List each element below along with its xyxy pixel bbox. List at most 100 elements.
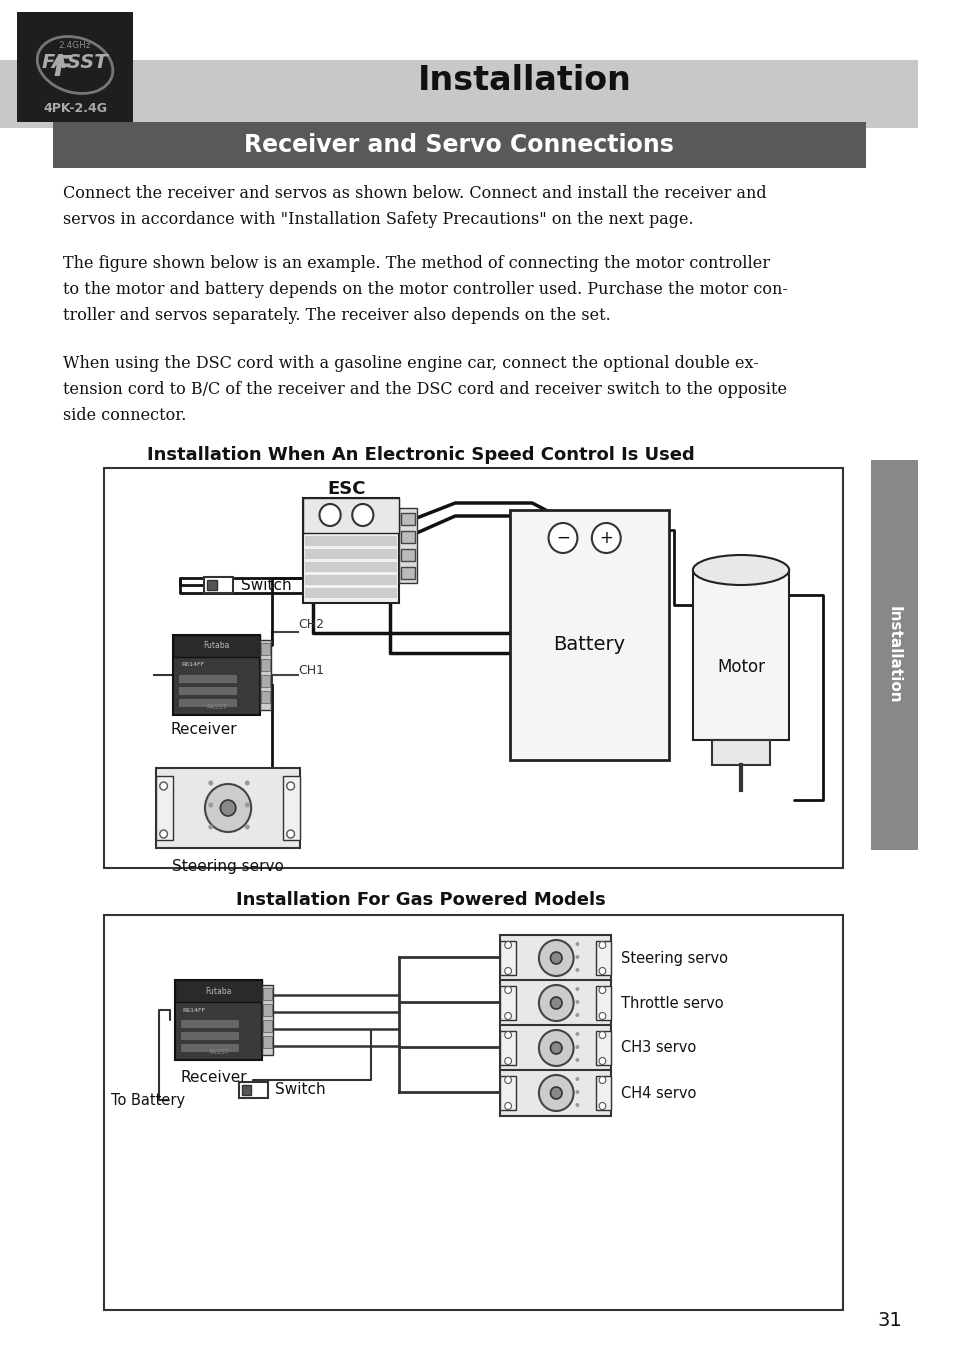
Circle shape: [575, 942, 578, 946]
Circle shape: [208, 780, 213, 786]
Circle shape: [575, 1033, 578, 1037]
Circle shape: [575, 1045, 578, 1049]
Bar: [155, 768, 300, 848]
Bar: [305, 588, 397, 599]
Bar: [283, 776, 300, 840]
Circle shape: [598, 1077, 605, 1084]
Text: When using the DSC cord with a gasoline engine car, connect the optional double : When using the DSC cord with a gasoline …: [63, 355, 785, 425]
Bar: [204, 577, 233, 593]
Bar: [870, 460, 917, 851]
Bar: [104, 915, 842, 1310]
Bar: [500, 1070, 611, 1116]
Bar: [179, 687, 236, 696]
Text: Connect the receiver and servos as shown below. Connect and install the receiver: Connect the receiver and servos as shown…: [63, 185, 765, 228]
Bar: [155, 776, 173, 840]
Text: 31: 31: [877, 1310, 902, 1329]
Text: Receiver and Servo Connections: Receiver and Servo Connections: [244, 133, 673, 156]
Circle shape: [287, 830, 294, 838]
Bar: [500, 1024, 611, 1072]
Circle shape: [504, 1012, 511, 1019]
Text: Battery: Battery: [553, 635, 624, 655]
Circle shape: [245, 780, 250, 786]
Bar: [260, 675, 270, 687]
Bar: [260, 643, 270, 655]
Circle shape: [575, 1103, 578, 1107]
Circle shape: [575, 1091, 578, 1095]
Bar: [399, 508, 416, 582]
Text: FASST: FASST: [42, 53, 109, 71]
Ellipse shape: [692, 555, 788, 585]
Text: The figure shown below is an example. The method of connecting the motor control: The figure shown below is an example. Th…: [63, 255, 786, 325]
Text: CH3 servo: CH3 servo: [620, 1041, 696, 1055]
Bar: [241, 1085, 251, 1095]
Circle shape: [550, 1086, 561, 1099]
Bar: [238, 1082, 267, 1099]
Circle shape: [208, 825, 213, 829]
Bar: [260, 692, 270, 704]
Text: Throttle servo: Throttle servo: [620, 996, 722, 1011]
Text: Futaba: Futaba: [203, 642, 230, 651]
Bar: [175, 980, 261, 1060]
Text: Receiver: Receiver: [171, 723, 236, 737]
Text: R614FF: R614FF: [183, 1007, 206, 1012]
Text: Switch: Switch: [275, 1082, 326, 1097]
Circle shape: [598, 987, 605, 993]
Text: Futaba: Futaba: [205, 987, 232, 996]
Bar: [262, 1004, 272, 1016]
Bar: [303, 497, 399, 532]
Bar: [692, 570, 788, 740]
Bar: [500, 985, 516, 1020]
Bar: [401, 514, 415, 524]
Circle shape: [245, 802, 250, 807]
Bar: [305, 562, 397, 572]
Circle shape: [504, 941, 511, 949]
Text: ESC: ESC: [327, 480, 365, 497]
Circle shape: [245, 825, 250, 829]
Circle shape: [504, 987, 511, 993]
Circle shape: [504, 1077, 511, 1084]
Text: CH4 servo: CH4 servo: [620, 1085, 696, 1100]
Bar: [401, 531, 415, 543]
Text: To Battery: To Battery: [111, 1092, 185, 1108]
Text: Installation For Gas Powered Models: Installation For Gas Powered Models: [235, 891, 605, 909]
Text: Installation: Installation: [885, 607, 901, 704]
Bar: [500, 1076, 516, 1109]
Circle shape: [598, 941, 605, 949]
Text: Receiver: Receiver: [180, 1070, 247, 1085]
Circle shape: [550, 998, 561, 1010]
Text: Installation: Installation: [417, 63, 631, 97]
Bar: [305, 576, 397, 585]
Circle shape: [550, 1042, 561, 1054]
Bar: [595, 941, 611, 975]
Circle shape: [538, 940, 573, 976]
Text: Installation When An Electronic Speed Control Is Used: Installation When An Electronic Speed Co…: [147, 446, 694, 464]
Circle shape: [575, 954, 578, 958]
Text: R614FF: R614FF: [181, 662, 204, 667]
Bar: [173, 635, 259, 656]
Bar: [303, 497, 399, 603]
Bar: [181, 1020, 238, 1029]
Circle shape: [538, 1030, 573, 1066]
Text: CH2: CH2: [298, 619, 324, 631]
Circle shape: [575, 1077, 578, 1081]
Circle shape: [550, 952, 561, 964]
Bar: [595, 985, 611, 1020]
Circle shape: [504, 1031, 511, 1038]
Bar: [0, 61, 917, 128]
Bar: [175, 980, 261, 1002]
Circle shape: [598, 1103, 605, 1109]
Bar: [261, 985, 273, 1055]
Bar: [181, 1033, 238, 1041]
Text: FASST: FASST: [208, 1049, 229, 1055]
Text: 4PK-2.4G: 4PK-2.4G: [43, 101, 107, 115]
Bar: [500, 936, 611, 981]
Bar: [305, 537, 397, 546]
Bar: [401, 549, 415, 561]
Bar: [52, 123, 865, 168]
Circle shape: [575, 1000, 578, 1004]
Bar: [711, 740, 769, 766]
Circle shape: [538, 985, 573, 1020]
Bar: [181, 1043, 238, 1051]
Bar: [500, 980, 611, 1026]
Text: 2.4GHz: 2.4GHz: [59, 40, 91, 50]
